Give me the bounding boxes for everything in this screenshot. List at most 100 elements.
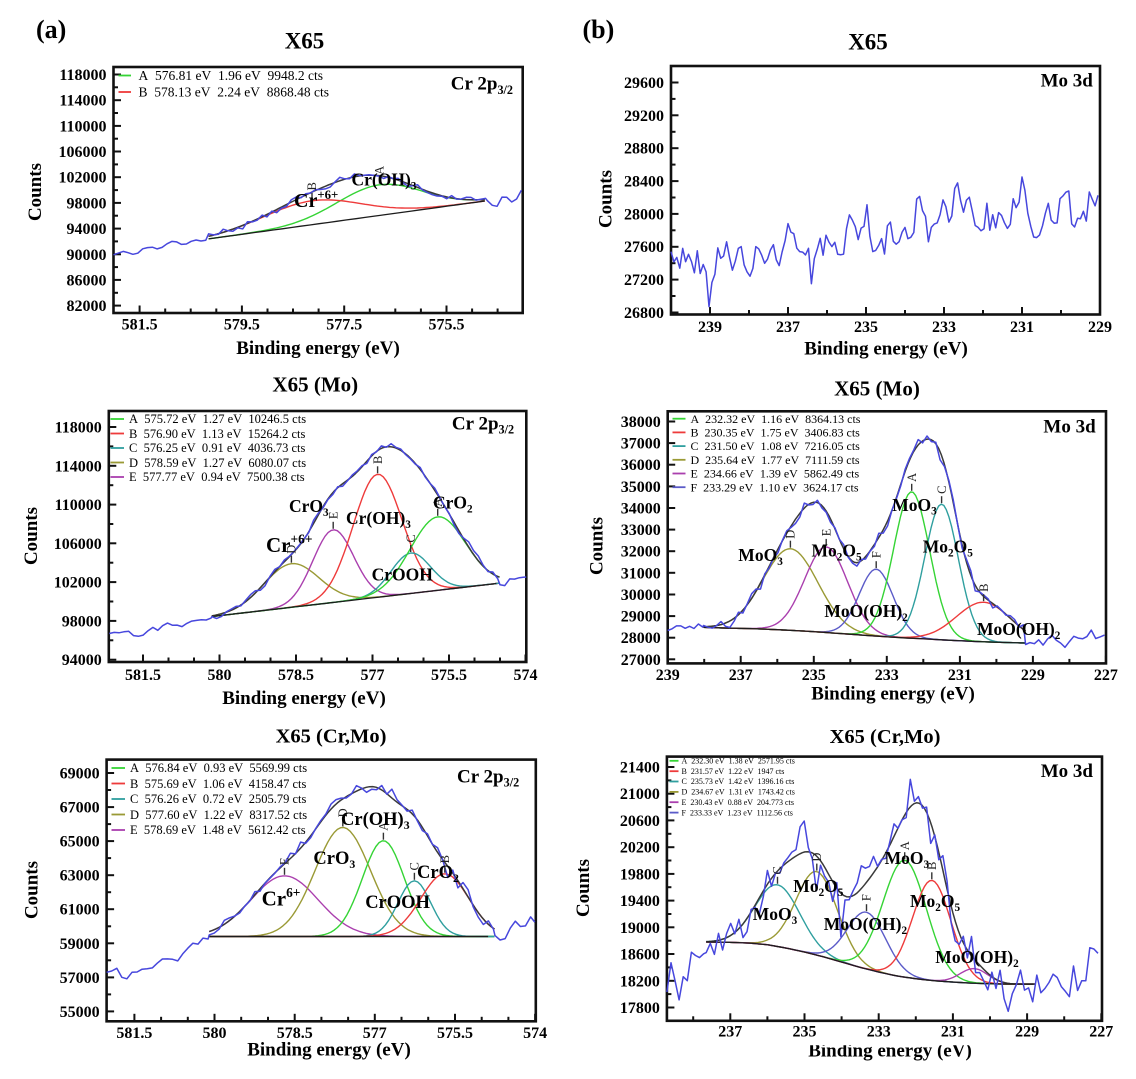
svg-text:C 231.50 eV 1.08 eV 7216.05: C 231.50 eV 1.08 eV 7216.05 cts — [691, 439, 861, 453]
svg-text:581.5: 581.5 — [125, 667, 161, 684]
svg-text:82000: 82000 — [67, 298, 107, 315]
svg-text:B 230.35 eV 1.75 eV 3406.83: B 230.35 eV 1.75 eV 3406.83 cts — [691, 426, 861, 440]
svg-text:Mo2O5: Mo2O5 — [923, 537, 974, 560]
svg-text:35000: 35000 — [621, 479, 661, 496]
svg-text:E 578.69 eV 1.48 eV 5612.42: E 578.69 eV 1.48 eV 5612.42 cts — [130, 823, 306, 837]
svg-text:Cr 2p3/2: Cr 2p3/2 — [451, 74, 513, 97]
svg-text:580: 580 — [203, 1025, 227, 1042]
svg-text:114000: 114000 — [55, 458, 102, 475]
svg-text:239: 239 — [698, 319, 722, 336]
svg-text:E: E — [326, 511, 340, 519]
svg-text:33000: 33000 — [621, 522, 661, 539]
svg-text:B 578.13 eV 2.24 eV 8868.48: B 578.13 eV 2.24 eV 8868.48 cts — [139, 85, 329, 100]
svg-text:B 576.90 eV 1.13 eV 15264.2: B 576.90 eV 1.13 eV 15264.2 cts — [129, 427, 306, 441]
svg-text:Binding energy (eV): Binding energy (eV) — [222, 688, 386, 709]
svg-text:A: A — [431, 498, 445, 507]
svg-text:34000: 34000 — [621, 501, 661, 518]
svg-text:A: A — [905, 473, 919, 482]
svg-text:227: 227 — [1089, 1024, 1113, 1041]
svg-text:CrO3: CrO3 — [313, 849, 355, 871]
svg-text:237: 237 — [729, 667, 753, 684]
svg-text:61000: 61000 — [60, 902, 100, 919]
svg-text:F 233.33 eV 1.23 eV 1112.56: F 233.33 eV 1.23 eV 1112.56 cts — [682, 808, 793, 817]
svg-text:E: E — [278, 857, 292, 865]
svg-text:237: 237 — [718, 1024, 742, 1041]
svg-text:31000: 31000 — [621, 565, 661, 582]
svg-text:CrOOH: CrOOH — [365, 893, 430, 913]
svg-text:MoO(OH)2: MoO(OH)2 — [977, 619, 1061, 642]
svg-text:90000: 90000 — [67, 247, 107, 264]
svg-text:102000: 102000 — [54, 575, 102, 592]
svg-text:20200: 20200 — [620, 840, 660, 857]
svg-text:A 232.32 eV 1.16 eV 8364.13: A 232.32 eV 1.16 eV 8364.13 cts — [691, 412, 861, 426]
svg-text:235: 235 — [802, 667, 826, 684]
svg-text:18600: 18600 — [620, 947, 660, 964]
svg-text:235: 235 — [793, 1024, 817, 1041]
svg-text:577.5: 577.5 — [326, 317, 362, 334]
svg-text:Mo2O5: Mo2O5 — [812, 541, 863, 564]
svg-text:57000: 57000 — [60, 970, 100, 987]
svg-text:581.5: 581.5 — [122, 317, 158, 334]
svg-text:Cr+6+: Cr+6+ — [294, 188, 338, 212]
svg-text:C: C — [771, 866, 785, 874]
svg-text:Cr 2p3/2: Cr 2p3/2 — [452, 414, 514, 437]
svg-text:Binding energy (eV): Binding energy (eV) — [808, 1041, 972, 1062]
svg-text:(b): (b) — [583, 15, 615, 44]
svg-text:C: C — [408, 862, 422, 870]
svg-text:574: 574 — [523, 1025, 547, 1042]
svg-text:21400: 21400 — [620, 760, 660, 777]
svg-text:30000: 30000 — [621, 587, 661, 604]
svg-text:17800: 17800 — [620, 1000, 660, 1017]
svg-text:Cr 2p3/2: Cr 2p3/2 — [457, 767, 519, 790]
svg-text:Cr+6+: Cr+6+ — [266, 532, 312, 557]
svg-text:A: A — [377, 822, 391, 831]
svg-text:Mo 3d: Mo 3d — [1041, 71, 1094, 92]
svg-text:26800: 26800 — [624, 305, 664, 322]
svg-text:A 576.84 eV 0.93 eV 5569.99: A 576.84 eV 0.93 eV 5569.99 cts — [130, 761, 307, 775]
svg-text:38000: 38000 — [621, 414, 661, 431]
svg-text:D: D — [336, 808, 350, 817]
svg-text:106000: 106000 — [54, 536, 102, 553]
svg-text:98000: 98000 — [67, 195, 107, 212]
svg-text:C 235.73 eV 1.42 eV 1396.16: C 235.73 eV 1.42 eV 1396.16 cts — [682, 777, 795, 786]
svg-text:MoO3: MoO3 — [885, 848, 930, 871]
svg-text:59000: 59000 — [60, 936, 100, 953]
svg-text:28400: 28400 — [624, 174, 664, 191]
svg-text:Counts: Counts — [596, 170, 617, 228]
svg-text:E 577.77 eV 0.94 eV 7500.38: E 577.77 eV 0.94 eV 7500.38 cts — [129, 470, 305, 484]
svg-text:CrO2: CrO2 — [417, 863, 459, 885]
svg-text:110000: 110000 — [59, 118, 106, 135]
svg-text:580: 580 — [208, 667, 232, 684]
svg-text:Counts: Counts — [573, 859, 594, 917]
svg-text:A 576.81 eV 1.96 eV 9948.2: A 576.81 eV 1.96 eV 9948.2 cts — [139, 68, 323, 83]
svg-text:63000: 63000 — [60, 868, 100, 885]
svg-text:579.5: 579.5 — [224, 317, 260, 334]
svg-text:Binding energy (eV): Binding energy (eV) — [811, 684, 975, 705]
svg-text:98000: 98000 — [62, 613, 102, 630]
svg-text:114000: 114000 — [59, 93, 106, 110]
svg-text:94000: 94000 — [62, 652, 102, 669]
svg-text:MoO3: MoO3 — [738, 545, 783, 568]
svg-text:B 575.69 eV 1.06 eV 4158.47: B 575.69 eV 1.06 eV 4158.47 cts — [130, 777, 307, 791]
svg-text:C 576.26 eV 0.72 eV 2505.79: C 576.26 eV 0.72 eV 2505.79 cts — [130, 792, 307, 806]
svg-text:28000: 28000 — [621, 630, 661, 647]
svg-text:231: 231 — [941, 1024, 965, 1041]
svg-text:110000: 110000 — [55, 497, 102, 514]
svg-text:E 230.43 eV 0.88 eV 204.773: E 230.43 eV 0.88 eV 204.773 cts — [682, 798, 794, 807]
svg-text:Binding energy (eV): Binding energy (eV) — [247, 1040, 411, 1061]
svg-text:575.5: 575.5 — [431, 667, 467, 684]
svg-text:28000: 28000 — [624, 206, 664, 223]
svg-text:C: C — [404, 534, 418, 542]
svg-text:578.5: 578.5 — [278, 667, 314, 684]
svg-text:MoO3: MoO3 — [753, 904, 798, 927]
svg-text:X65: X65 — [285, 29, 325, 54]
svg-text:B: B — [305, 182, 319, 190]
svg-text:Counts: Counts — [587, 517, 608, 575]
svg-text:19800: 19800 — [620, 866, 660, 883]
svg-text:B: B — [371, 456, 385, 464]
svg-text:29600: 29600 — [624, 75, 664, 92]
svg-text:94000: 94000 — [67, 221, 107, 238]
svg-text:239: 239 — [656, 667, 680, 684]
svg-text:55000: 55000 — [60, 1004, 100, 1021]
svg-text:27200: 27200 — [624, 272, 664, 289]
